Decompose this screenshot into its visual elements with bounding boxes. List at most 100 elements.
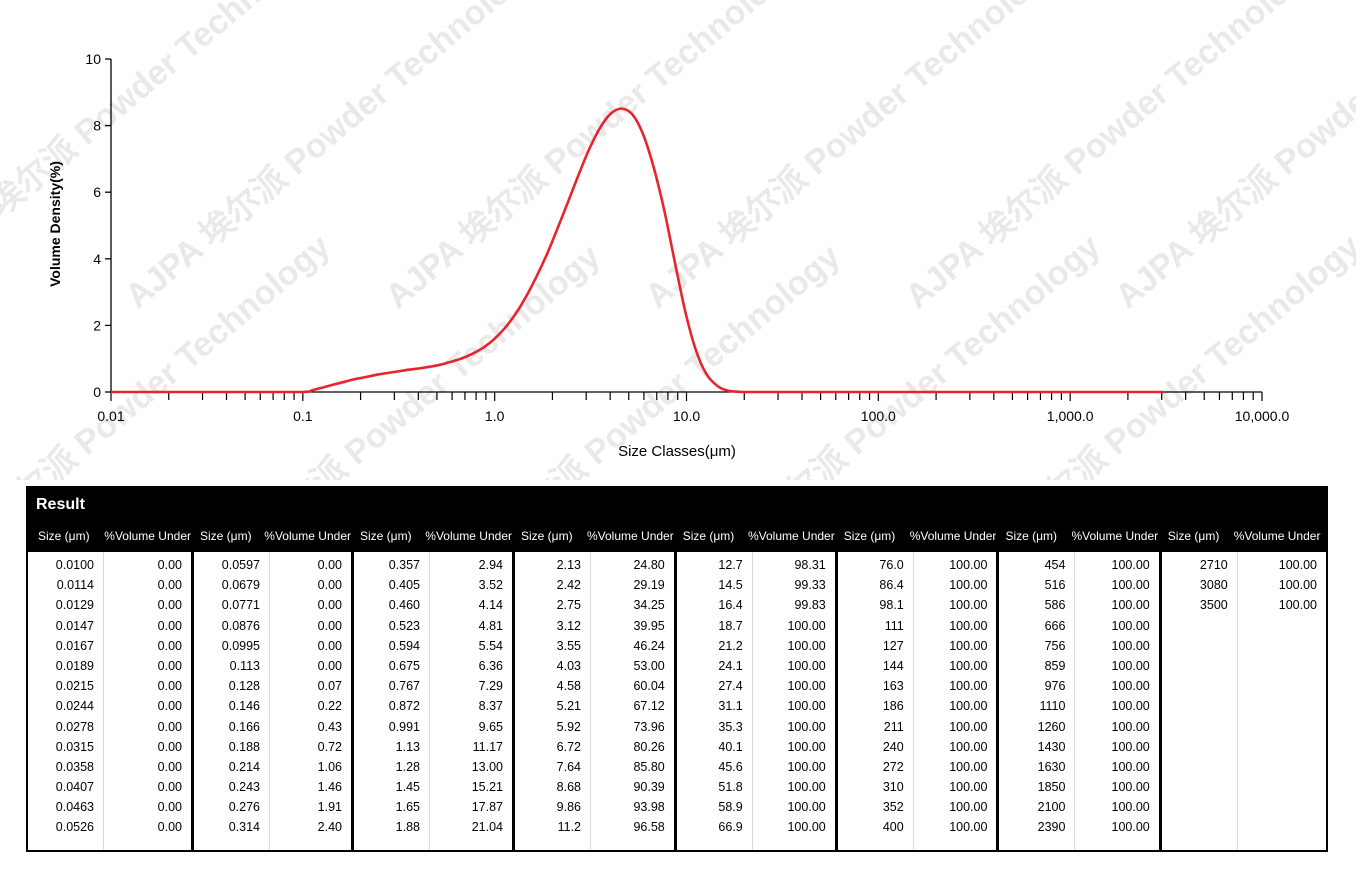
- size-cell: 16.4: [718, 598, 743, 613]
- size-cell: 1430: [1037, 739, 1066, 754]
- volume-under-cell: 100.00: [949, 780, 988, 795]
- x-tick-label: 0.1: [293, 408, 313, 424]
- volume-under-cell: 0.00: [157, 598, 182, 613]
- size-cell: 0.675: [388, 658, 420, 673]
- size-cell: 27.4: [718, 679, 743, 694]
- volume-under-cell: 0.00: [157, 800, 182, 815]
- volume-density-line: [111, 107, 1164, 394]
- volume-under-cell: 98.31: [794, 558, 826, 572]
- volume-under-cell: 100.00: [787, 739, 826, 754]
- volume-under-cell: 100.00: [949, 558, 988, 572]
- volume-under-cell: 46.24: [633, 638, 665, 653]
- x-axis: 0.01 0.1 1.0 10.0 100.0 1,000.0 10,000.0: [97, 391, 1289, 424]
- size-column-header: Size (μm): [38, 529, 90, 543]
- size-cell: 0.0278: [55, 719, 94, 734]
- volume-under-cell: 0.00: [317, 578, 342, 593]
- size-cell: 51.8: [718, 780, 743, 795]
- volume-under-cell: 100.00: [787, 820, 826, 835]
- size-cell: 0.0100: [55, 558, 94, 572]
- volume-under-column: 2.94 3.52 4.14 4.81 5.54 6.36 7.29 8.37 9.65 11.1…: [430, 552, 512, 850]
- size-cell: 272: [882, 759, 904, 774]
- x-tick-label: 1,000.0: [1047, 408, 1094, 424]
- volume-under-cell: 100.00: [949, 719, 988, 734]
- volume-under-column: 98.31 99.33 99.83 100.00 100.00 100.00 100.00 1…: [753, 552, 835, 850]
- size-cell: 1.13: [395, 739, 420, 754]
- volume-under-cell: 100.00: [1278, 598, 1317, 613]
- volume-under-cell: 67.12: [633, 699, 665, 714]
- volume-under-cell: 100.00: [1111, 719, 1150, 734]
- size-cell: 0.357: [388, 558, 420, 572]
- y-tick-label: 4: [93, 251, 101, 267]
- x-tick-label: 0.01: [97, 408, 124, 424]
- volume-under-column: 100.00 100.00 100.00 100.00 100.00 100.00 100.…: [914, 552, 997, 850]
- volume-under-cell: 39.95: [633, 618, 665, 633]
- size-column: 2710 3080 3500: [1162, 552, 1238, 850]
- size-cell: 144: [882, 658, 904, 673]
- volume-under-cell: 73.96: [633, 719, 665, 734]
- volume-under-cell: 100.00: [787, 719, 826, 734]
- volume-under-cell: 100.00: [1111, 820, 1150, 835]
- volume-under-cell: 0.00: [157, 618, 182, 633]
- size-cell: 0.405: [388, 578, 420, 593]
- size-cell: 0.276: [228, 800, 260, 815]
- size-cell: 24.1: [718, 658, 743, 673]
- result-title: Result: [28, 488, 1326, 520]
- result-group-header: Size (μm) %Volume Under: [1161, 520, 1326, 552]
- result-group-header: Size (μm) %Volume Under: [676, 520, 835, 552]
- size-cell: 2.42: [556, 578, 581, 593]
- size-cell: 11.2: [557, 820, 581, 835]
- size-column: 0.0100 0.0114 0.0129 0.0147 0.0167 0.0189 0.02…: [28, 552, 104, 850]
- volume-under-cell: 0.00: [157, 558, 182, 572]
- size-cell: 0.0358: [55, 759, 94, 774]
- volume-under-cell: 100.00: [787, 618, 826, 633]
- volume-under-cell: 90.39: [633, 780, 665, 795]
- size-cell: 0.460: [388, 598, 420, 613]
- size-cell: 516: [1044, 578, 1066, 593]
- size-cell: 211: [883, 719, 904, 734]
- y-axis-label: Volume Density(%): [47, 161, 63, 287]
- volume-under-cell: 0.00: [317, 598, 342, 613]
- y-tick-label: 10: [85, 51, 101, 67]
- size-cell: 0.214: [228, 759, 260, 774]
- volume-under-cell: 100.00: [949, 598, 988, 613]
- volume-under-cell: 0.00: [157, 658, 182, 673]
- volume-under-cell: 85.80: [633, 759, 665, 774]
- result-group: Size (μm) %Volume Under 76.0 86.4 98.1 111 127…: [834, 520, 997, 850]
- volume-under-cell: 100.00: [949, 800, 988, 815]
- size-cell: 1260: [1037, 719, 1066, 734]
- size-cell: 0.0244: [55, 699, 94, 714]
- volume-under-cell: 80.26: [633, 739, 665, 754]
- size-column-header: Size (μm): [1005, 529, 1058, 543]
- volume-under-cell: 24.80: [633, 558, 665, 572]
- volume-under-cell: 100.00: [949, 578, 988, 593]
- volume-under-cell: 17.87: [471, 800, 503, 815]
- size-column: 76.0 86.4 98.1 111 127 144 163 186 211 240 272 310 3…: [838, 552, 914, 850]
- volume-under-cell: 100.00: [1111, 658, 1150, 673]
- volume-under-cell: 0.00: [157, 699, 182, 714]
- size-cell: 14.5: [718, 578, 743, 593]
- size-cell: 0.113: [229, 658, 260, 673]
- size-cell: 0.128: [228, 679, 260, 694]
- volume-under-cell: 53.00: [633, 658, 665, 673]
- size-cell: 454: [1044, 558, 1066, 572]
- size-cell: 0.594: [388, 638, 420, 653]
- size-cell: 0.146: [228, 699, 260, 714]
- size-column-header: Size (μm): [200, 529, 252, 543]
- result-group-header: Size (μm) %Volume Under: [194, 520, 351, 552]
- result-group-header: Size (μm) %Volume Under: [837, 520, 997, 552]
- volume-under-column-header: %Volume Under: [425, 529, 512, 543]
- size-cell: 35.3: [718, 719, 743, 734]
- volume-under-cell: 96.58: [633, 820, 665, 835]
- result-group: Size (μm) %Volume Under 454 516 586 666 756 859…: [996, 520, 1159, 850]
- size-cell: 0.0876: [221, 618, 260, 633]
- y-tick-label: 8: [93, 118, 101, 134]
- size-column: 454 516 586 666 756 859 976 1110 1260 1430 1630 185…: [999, 552, 1076, 850]
- volume-under-cell: 5.54: [478, 638, 503, 653]
- size-cell: 18.7: [718, 618, 743, 633]
- volume-under-cell: 0.22: [317, 699, 342, 714]
- volume-under-cell: 100.00: [1111, 759, 1150, 774]
- size-cell: 0.188: [228, 739, 260, 754]
- size-cell: 3.55: [556, 638, 581, 653]
- volume-under-cell: 100.00: [787, 800, 826, 815]
